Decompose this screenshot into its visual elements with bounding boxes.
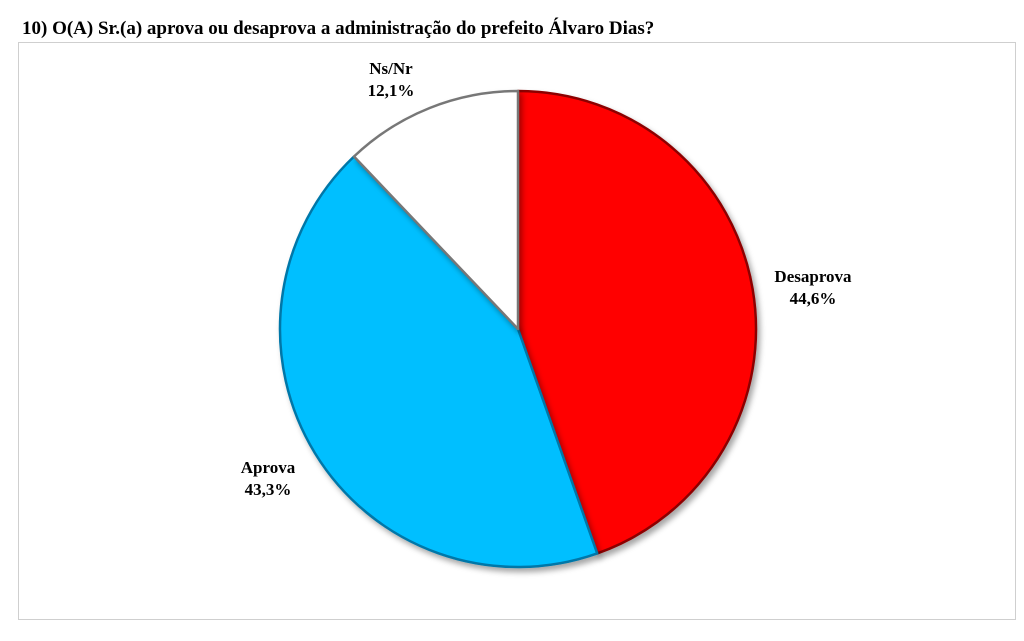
slice-label: Ns/Nr (369, 59, 413, 78)
slice-label: Aprova (241, 458, 296, 477)
slice-value-label: 44,6% (790, 289, 837, 308)
pie-slice-aprova (278, 155, 599, 569)
slice-value-label: 12,1% (368, 81, 415, 100)
chart-title: 10) O(A) Sr.(a) aprova ou desaprova a ad… (22, 18, 655, 39)
pie-slice-desaprova (516, 89, 758, 555)
slice-value-label: 43,3% (245, 480, 292, 499)
slice-label: Desaprova (774, 267, 852, 286)
pie-slice-ns-nr (352, 89, 520, 331)
